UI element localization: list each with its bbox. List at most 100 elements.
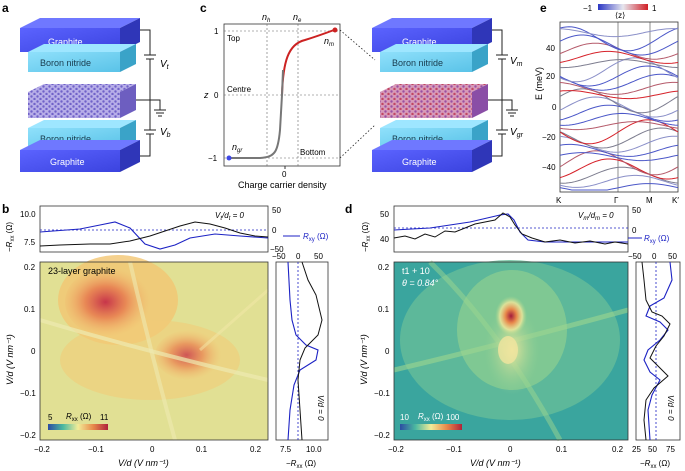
vb-label: Vb	[160, 127, 171, 139]
band-line	[559, 158, 679, 180]
circuit-left	[136, 29, 166, 157]
b-ytick-02: 0.2	[24, 263, 36, 272]
d-xlabel: V/d (V nm⁻¹)	[470, 458, 521, 468]
d-rl-bot-tick-75: 75	[666, 445, 675, 454]
d-right-cond: V/d = 0	[666, 395, 675, 421]
b-top-left-axis-label: −Rxx (Ω)	[5, 222, 16, 252]
d-xtick-02: 0.2	[612, 445, 624, 454]
b-ytick-m02: −0.2	[20, 431, 36, 440]
b-right-linecut	[275, 261, 329, 441]
b-cbar-label: Rxx (Ω)	[66, 412, 92, 423]
b-cbar-min: 5	[48, 413, 53, 422]
b-rl-bot-tick-75: 7.5	[280, 445, 292, 454]
d-top-left-axis-label: −Rxx (Ω)	[361, 222, 372, 252]
panel-letter-d: d	[345, 202, 352, 216]
band-line	[559, 26, 679, 52]
b-right-cond: V/d = 0	[316, 395, 325, 421]
panel-letter-e: e	[540, 1, 547, 15]
b-xtick-01: 0.1	[196, 445, 208, 454]
d-xtick-m02: −0.2	[388, 445, 404, 454]
b-xtick-m01: −0.1	[88, 445, 104, 454]
d-right-linecut	[635, 261, 681, 441]
circuit-right	[488, 29, 518, 157]
band-line	[559, 28, 679, 38]
d-ylabel: V/d (V nm⁻¹)	[359, 334, 369, 385]
d-cbar-label: Rxx (Ω)	[418, 412, 444, 423]
c-ne: ne	[293, 12, 302, 24]
d-heatmap	[393, 260, 629, 442]
band-line	[559, 34, 679, 56]
d-ytick-m02: −0.2	[374, 431, 390, 440]
band-line	[559, 57, 679, 83]
band-line	[559, 183, 679, 191]
d-xtick-0: 0	[508, 445, 513, 454]
band-line	[560, 59, 679, 69]
b-rl-bot-tick-10: 10.0	[306, 445, 322, 454]
c-xlabel: Charge carrier density	[238, 180, 327, 190]
c-ngr: ngr	[232, 142, 243, 154]
graphite-bottom-label: Graphite	[50, 157, 85, 167]
d-title-1: t1 + 10	[402, 266, 430, 276]
e-ytick-m40: −40	[542, 163, 556, 172]
e-cbar-max: 1	[652, 4, 657, 13]
d-top-tick-40: 40	[380, 235, 389, 244]
d-rl-top-tick-50: 50	[668, 252, 677, 261]
c-bottom: Bottom	[300, 148, 326, 157]
vgr-label: Vgr	[510, 127, 524, 139]
band-line	[559, 104, 679, 122]
vm-label: Vm	[510, 56, 523, 68]
d-rl-top-tick-m50: −50	[628, 252, 642, 261]
band-line	[559, 88, 679, 114]
band-line	[559, 152, 679, 162]
d-xtick-01: 0.1	[556, 445, 568, 454]
d-rl-axis-label: −Rxx (Ω)	[640, 459, 670, 470]
d-top-tick-50: 50	[380, 210, 389, 219]
b-top-tick-10: 10.0	[20, 210, 36, 219]
b-top-tick-75: 7.5	[24, 238, 36, 247]
d-ytick-01: 0.1	[378, 305, 390, 314]
b-ylabel: V/d (V nm⁻¹)	[5, 334, 15, 385]
b-xlabel: V/d (V nm⁻¹)	[118, 458, 169, 468]
bn-bottom-label: Boron nitride	[40, 134, 91, 144]
b-ytick-m01: −0.1	[20, 389, 36, 398]
b-rl-axis-label: −Rxx (Ω)	[286, 459, 316, 470]
c-ylabel: z	[203, 90, 209, 100]
e-kp-label: K′	[672, 196, 679, 205]
b-xtick-02: 0.2	[250, 445, 262, 454]
d-title-2: θ = 0.84°	[402, 278, 439, 288]
d-ytick-02: 0.2	[378, 263, 390, 272]
b-ytick-0: 0	[31, 347, 36, 356]
b-title: 23-layer graphite	[48, 266, 116, 276]
d-rl-bot-tick-50: 50	[648, 445, 657, 454]
d-top-cond: Vm/dm = 0	[578, 211, 614, 222]
d-ytick-m01: −0.1	[374, 389, 390, 398]
band-line	[559, 121, 679, 131]
band-line	[559, 90, 679, 100]
graphite-top-label: Graphite	[48, 37, 83, 47]
c-nh: nh	[262, 12, 271, 24]
c-centre: Centre	[227, 85, 252, 94]
panel-letter-c: c	[200, 1, 207, 15]
band-line	[559, 81, 679, 95]
c-ytick-0: 0	[214, 91, 219, 100]
b-top-linecut	[39, 205, 269, 253]
d-cbar-min: 10	[400, 413, 409, 422]
band-line	[559, 127, 679, 149]
c-ytick-m1: −1	[208, 154, 218, 163]
r-graphite-bottom-label: Graphite	[402, 157, 437, 167]
b-ytick-01: 0.1	[24, 305, 36, 314]
band-line	[559, 143, 679, 157]
d-xtick-m01: −0.1	[446, 445, 462, 454]
band-line	[559, 50, 679, 64]
d-cbar-max: 100	[446, 413, 460, 422]
b-heatmap	[39, 255, 269, 441]
b-top-cond: Vt/dt = 0	[215, 211, 244, 222]
c-ytick-1: 1	[214, 27, 219, 36]
panel-letter-b: b	[2, 202, 9, 216]
stack-left: Graphite Boron nitride Boron nitride Gra…	[20, 18, 140, 172]
band-line	[559, 96, 679, 118]
b-rl-top-tick-50: 50	[314, 252, 323, 261]
d-rxy-legend: Rxy (Ω)	[644, 234, 670, 245]
b-top-rtick-50: 50	[272, 206, 281, 215]
